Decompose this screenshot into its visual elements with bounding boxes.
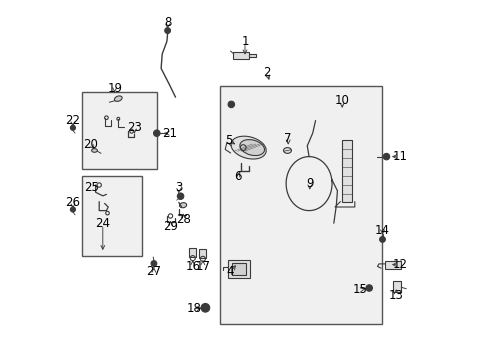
Circle shape [228, 101, 235, 108]
Text: 8: 8 [164, 16, 171, 29]
Ellipse shape [179, 203, 187, 208]
Text: 15: 15 [353, 283, 368, 296]
Circle shape [366, 285, 372, 291]
Circle shape [71, 125, 75, 130]
Bar [386, 261, 400, 269]
Text: 23: 23 [127, 121, 142, 134]
Ellipse shape [284, 148, 292, 153]
Circle shape [165, 28, 171, 33]
Text: 20: 20 [83, 138, 98, 150]
Text: 14: 14 [375, 224, 390, 237]
Text: 21: 21 [162, 127, 177, 140]
Text: 2: 2 [263, 66, 270, 78]
Bar [220, 86, 382, 324]
Text: 9: 9 [306, 177, 314, 190]
Text: 11: 11 [392, 150, 407, 163]
Circle shape [383, 153, 390, 160]
Text: 29: 29 [163, 220, 178, 233]
Circle shape [177, 193, 184, 199]
Ellipse shape [115, 96, 122, 102]
Bar [189, 248, 196, 257]
Ellipse shape [240, 140, 265, 156]
Text: 16: 16 [185, 260, 200, 273]
Circle shape [380, 237, 386, 242]
Text: 12: 12 [392, 258, 407, 271]
Circle shape [153, 130, 160, 136]
Text: 28: 28 [175, 213, 191, 226]
Circle shape [71, 207, 75, 212]
Bar [199, 249, 206, 258]
Text: 17: 17 [196, 260, 210, 273]
Bar [233, 52, 248, 59]
Bar [82, 176, 143, 256]
Text: 4: 4 [227, 265, 234, 278]
Bar [232, 263, 246, 275]
Text: 1: 1 [241, 35, 249, 48]
Text: 6: 6 [234, 170, 242, 183]
Text: 18: 18 [187, 302, 202, 315]
Circle shape [201, 303, 210, 312]
Text: 3: 3 [175, 181, 182, 194]
Bar [393, 281, 401, 292]
Ellipse shape [92, 149, 98, 152]
Text: 25: 25 [84, 181, 98, 194]
Bar [248, 54, 256, 57]
Text: 7: 7 [285, 132, 292, 145]
Text: 26: 26 [66, 196, 80, 209]
Text: 22: 22 [66, 114, 80, 127]
Text: 10: 10 [335, 94, 350, 107]
Text: 5: 5 [225, 134, 232, 147]
Text: 24: 24 [95, 217, 110, 230]
Text: 13: 13 [389, 289, 404, 302]
Bar [82, 92, 157, 169]
Circle shape [151, 261, 157, 266]
Ellipse shape [231, 136, 266, 159]
Bar [228, 260, 250, 278]
Text: 27: 27 [147, 265, 161, 278]
Text: 19: 19 [107, 82, 122, 95]
Bar [342, 140, 352, 202]
